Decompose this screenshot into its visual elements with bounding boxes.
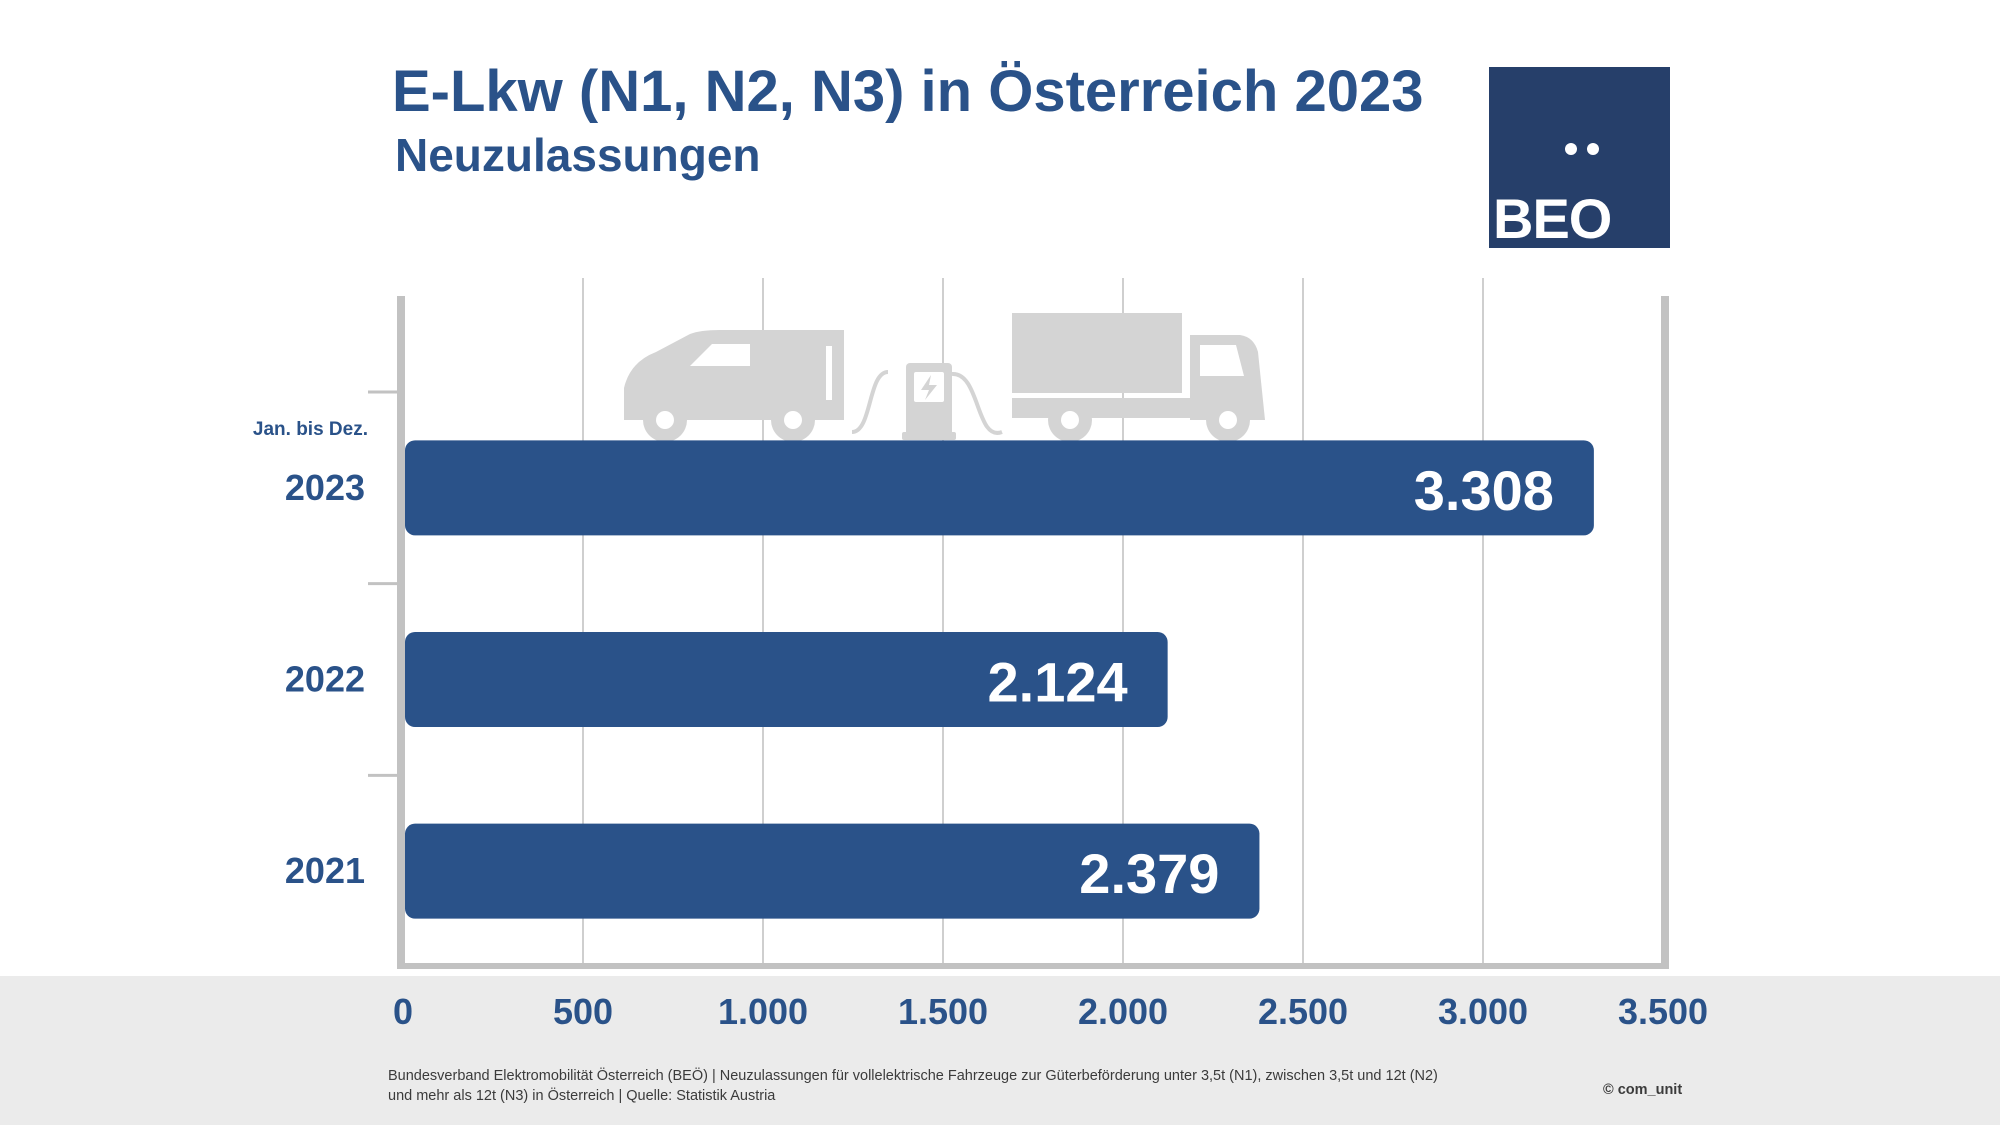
source-line-2: und mehr als 12t (N3) in Österreich | Qu…	[388, 1088, 776, 1104]
data-label-2022: 2.124	[987, 651, 1127, 714]
y-tick-label-2022: 2022	[285, 659, 365, 700]
bars: 3.308 2.124 2.379	[405, 440, 1594, 919]
x-tick-label: 3.500	[1618, 991, 1708, 1032]
logo-dots	[1565, 143, 1605, 157]
logo-text: BEO	[1493, 187, 1612, 250]
source-line-1: Bundesverband Elektromobilität Österreic…	[388, 1068, 1438, 1084]
chart-title: E-Lkw (N1, N2, N3) in Österreich 2023	[392, 59, 1424, 124]
x-tick-labels: 0 500 1.000 1.500 2.000 2.500 3.000 3.500	[393, 991, 1708, 1032]
bar-2022	[405, 632, 1168, 727]
y-tick-label-2021: 2021	[285, 850, 365, 891]
source-note: Bundesverband Elektromobilität Österreic…	[388, 1066, 1588, 1106]
chart-subtitle: Neuzulassungen	[395, 129, 761, 181]
bar-2023	[405, 440, 1594, 536]
x-tick-label: 2.500	[1258, 991, 1348, 1032]
vehicles-illustration	[624, 313, 1265, 442]
copyright: © com_unit	[1603, 1082, 1683, 1098]
x-tick-label: 1.000	[718, 991, 808, 1032]
data-label-2021: 2.379	[1079, 842, 1219, 905]
axes	[368, 296, 1669, 969]
x-tick-label: 2.000	[1078, 991, 1168, 1032]
y-tick-label-2023: 2023	[285, 467, 365, 508]
x-tick-label: 500	[553, 991, 613, 1032]
charging-station-icon	[851, 363, 1003, 440]
data-label-2023: 3.308	[1414, 459, 1554, 522]
x-tick-label: 3.000	[1438, 991, 1528, 1032]
period-label: Jan. bis Dez.	[252, 419, 368, 440]
footer-band	[0, 976, 2000, 1125]
y-tick-labels: 2023 2022 2021	[285, 467, 365, 891]
van-icon	[624, 330, 844, 442]
beo-logo: BEO	[1489, 67, 1670, 248]
x-tick-label: 0	[393, 991, 413, 1032]
bar-2021	[405, 823, 1260, 919]
x-tick-label: 1.500	[898, 991, 988, 1032]
truck-icon	[1012, 313, 1265, 442]
